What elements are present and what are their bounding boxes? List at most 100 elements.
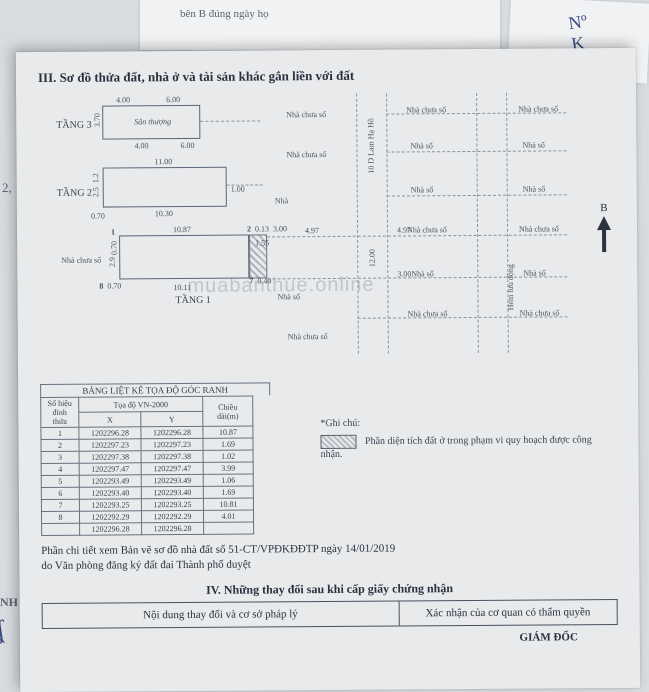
table-cell: 10.87	[203, 426, 253, 438]
label-rr-nhaso-1: Nhà số	[522, 140, 545, 149]
detail-note-l1: Phần chi tiết xem Bản vẽ sơ đồ nhà đất s…	[41, 543, 395, 557]
dim-t3-top2: 6.00	[166, 95, 180, 104]
th-y: Y	[141, 411, 203, 426]
th-x: X	[79, 412, 141, 427]
hatch-legend-icon	[320, 435, 356, 449]
margin-two: 2,	[2, 180, 12, 196]
dim-1200: 12.00	[368, 249, 377, 267]
label-nhachuaso-below: Nhà chưa số	[288, 332, 328, 341]
label-r-nhaso-1: Nhà số	[410, 141, 433, 150]
label-r-nhaso-2: Nhà số	[411, 185, 434, 194]
floor3-room: Sân thượng	[134, 117, 171, 126]
dim-t3-bottom: 4.00	[134, 141, 148, 150]
floor3-label: TẦNG 3	[56, 120, 91, 131]
table-cell: 1.69	[203, 438, 253, 450]
signature-scribble: ʆ	[0, 615, 7, 646]
corner-2: 2	[247, 225, 251, 234]
table-cell: 6	[41, 487, 79, 499]
section4-title: IV. Những thay đổi sau khi cấp giấy chứn…	[41, 580, 617, 599]
dim-t3-left: 3.70	[93, 113, 102, 127]
dim-t1-lb: 2.9	[108, 257, 117, 267]
table-cell: 1202296.28	[141, 426, 203, 438]
table-cell	[42, 523, 80, 535]
section3-title: III. Sơ đồ thửa đất, nhà ở và tài sản kh…	[38, 66, 614, 86]
table-cell: 2	[41, 439, 79, 451]
table-cell: 1202293.25	[141, 498, 203, 510]
parcel-diagram: TẦNG 3 Sân thượng 4.00 6.00 3.70 4.00 6.…	[56, 92, 618, 376]
label-rr-nhaso-3: Nhà số	[523, 268, 546, 277]
table-cell: 1202297.47	[79, 463, 141, 475]
label-rr-nhaso-2: Nhà số	[523, 184, 546, 193]
road-vertical-label: 10 D Lam Hạ Hồ	[366, 118, 375, 174]
table-cell: 3.99	[203, 462, 253, 474]
table-cell: 1202293.49	[79, 475, 141, 487]
label-rr-nhachuaso-3: Nhà chưa số	[520, 308, 560, 317]
table-cell: 1202297.23	[141, 438, 203, 450]
changes-col1: Nội dung thay đổi và cơ sở pháp lý	[42, 601, 399, 628]
table-cell: 1202292.29	[141, 510, 203, 522]
label-r-nhachuaso-3: Nhà chưa số	[408, 309, 448, 318]
dim-300: 3.00	[397, 269, 411, 278]
th-sohieu: Số hiệu đỉnh thửa	[41, 397, 79, 427]
dim-t3-top1: 4.00	[116, 95, 130, 104]
changes-table: Nội dung thay đổi và cơ sở pháp lý Xác n…	[42, 599, 618, 629]
table-cell: 1.02	[203, 450, 253, 462]
table-cell: 1202296.28	[79, 427, 141, 439]
header-fragment: bên B đúng ngày họ	[180, 8, 269, 20]
dim-155: 1.55	[255, 238, 269, 247]
dim-p2v: 0.13	[255, 224, 269, 233]
table-cell: 1202293.40	[141, 486, 203, 498]
dim-t1-la: 0.70	[110, 241, 119, 255]
dim-t2-lb: 2.5	[91, 187, 100, 197]
dim-t2-bottom: 10.30	[155, 209, 173, 218]
corner-1: 1	[111, 227, 115, 236]
coord-table: Số hiệu đỉnh thửa Tọa độ VN-2000 Chiều d…	[40, 396, 254, 536]
label-nhachuaso-3: Nhà chưa số	[61, 256, 101, 265]
table-cell: 1.69	[203, 486, 253, 498]
dim-497-b: 4.97	[397, 225, 411, 234]
label-r-nhachuaso-1: Nhà chưa số	[406, 105, 446, 114]
label-nhachuaso-1: Nhà chưa số	[286, 110, 326, 119]
dim-t2-lc: 0.70	[91, 212, 105, 221]
coord-table-wrap: BẢNG LIỆT KÊ TỌA ĐỘ GÓC RANH Số hiệu đỉn…	[40, 380, 617, 536]
table-cell: 1202293.25	[79, 499, 141, 511]
table-cell: 1.06	[203, 474, 253, 486]
dim-t3-right: 6.00	[180, 141, 194, 150]
table-cell: 1202297.38	[79, 451, 141, 463]
dim-t1-lc: 0.70	[107, 281, 121, 290]
floor1-box	[119, 235, 249, 280]
giamdoc-label: GIÁM ĐỐC	[42, 631, 618, 647]
detail-note-l2: do Văn phòng đăng ký đất đai Thành phố d…	[41, 558, 251, 571]
margin-nh: NH	[0, 595, 18, 610]
compass-label: B	[600, 202, 607, 214]
table-cell: 1202293.40	[79, 487, 141, 499]
table-cell: 1202296.28	[80, 523, 142, 535]
label-r-nhachuaso-2: Nhà chưa số	[407, 225, 447, 234]
label-rr-nhachuaso-2: Nhà chưa số	[519, 224, 559, 233]
table-cell	[204, 522, 254, 534]
table-cell: 5	[41, 475, 79, 487]
th-chieudai: Chiều dài(m)	[203, 396, 253, 426]
table-cell: 10.81	[203, 498, 253, 510]
detail-note: Phần chi tiết xem Bản vẽ sơ đồ nhà đất s…	[41, 540, 617, 574]
table-cell: 8	[41, 511, 79, 523]
table-cell: 1202293.49	[141, 474, 203, 486]
ghichu-title: *Ghi chú:	[320, 416, 600, 429]
label-nha-1: Nhà	[275, 196, 288, 205]
label-r-nhaso-3: Nhà số	[411, 269, 434, 278]
table-row: 1202296.281202296.28	[42, 522, 254, 535]
label-nhachuaso-2: Nhà chưa số	[286, 150, 326, 159]
dim-t2-top: 11.00	[155, 157, 173, 166]
compass-arrow-icon	[595, 216, 613, 254]
ghichu-text: Phần diện tích đất ở trong phạm vi quy h…	[321, 434, 592, 460]
compass: B	[595, 202, 613, 254]
dim-t2-right: 1.00	[231, 185, 245, 194]
floor2-box	[103, 167, 227, 208]
table-cell: 4	[41, 463, 79, 475]
table-cell: 1	[41, 427, 79, 439]
table-cell: 1202297.23	[79, 439, 141, 451]
table-cell: 3	[41, 451, 79, 463]
table-cell: 4.01	[203, 510, 253, 522]
table-cell: 1202297.38	[141, 450, 203, 462]
dim-p3: 3.00	[273, 224, 287, 233]
